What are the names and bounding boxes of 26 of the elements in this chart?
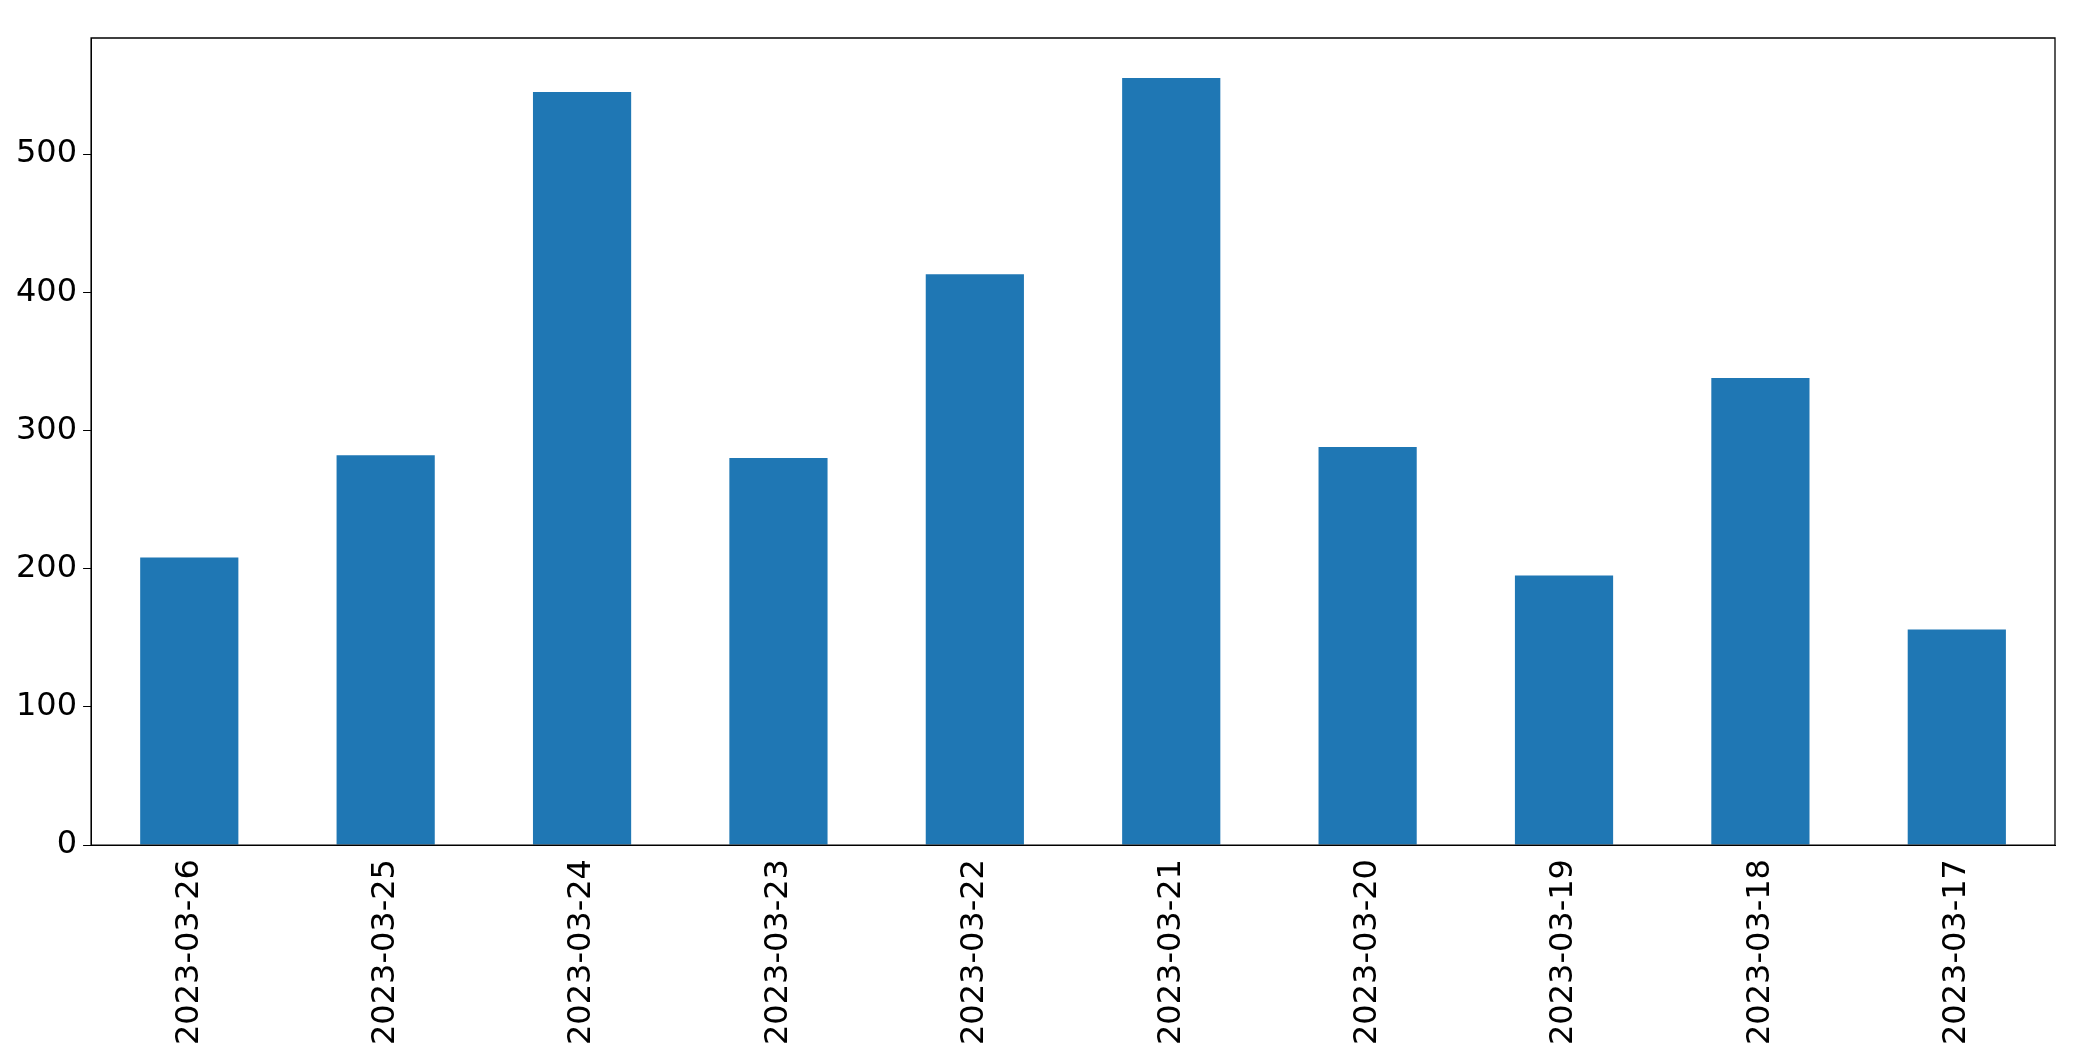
x-tick-label: 2023-03-21	[1149, 859, 1188, 1045]
bar	[1318, 447, 1417, 845]
bar	[1907, 629, 2006, 845]
y-tick-label: 200	[16, 546, 78, 585]
x-tick-label: 2023-03-23	[756, 859, 795, 1045]
bar	[1122, 78, 1221, 845]
bar	[532, 91, 632, 845]
x-tick-label: 2023-03-26	[167, 859, 206, 1045]
bar	[1711, 377, 1810, 845]
x-tick-label: 2023-03-20	[1345, 859, 1384, 1045]
y-tick-label: 500	[16, 132, 78, 171]
bar	[336, 455, 435, 845]
y-tick-label: 400	[16, 270, 78, 309]
x-tick-label: 2023-03-24	[560, 859, 599, 1045]
bar	[925, 274, 1024, 845]
bar	[140, 557, 239, 845]
y-tick-label: 300	[16, 408, 78, 447]
x-tick-label: 2023-03-18	[1738, 859, 1777, 1045]
bar	[1514, 575, 1614, 845]
x-tick-label: 2023-03-22	[953, 859, 992, 1045]
y-tick-label: 0	[56, 823, 78, 862]
bar	[729, 458, 828, 845]
y-tick-label: 100	[16, 685, 78, 724]
x-tick-label: 2023-03-25	[363, 859, 402, 1045]
x-tick-label: 2023-03-17	[1935, 859, 1974, 1045]
x-tick-label: 2023-03-19	[1542, 859, 1581, 1045]
